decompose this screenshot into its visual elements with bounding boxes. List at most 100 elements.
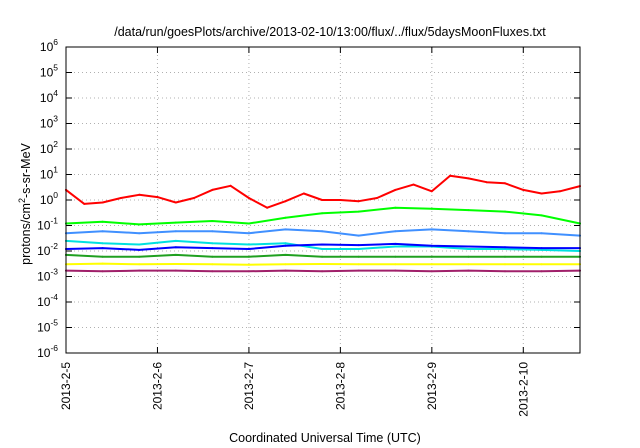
y-tick-label-base: 10 (40, 91, 54, 105)
data-point (101, 201, 104, 204)
data-point (467, 245, 470, 248)
data-point (101, 262, 104, 265)
data-point (504, 255, 506, 258)
data-point (321, 255, 324, 258)
y-tick-label-base: 10 (37, 295, 51, 309)
y-tick-label-exponent: 5 (53, 63, 58, 73)
x-ticks: 2013-2-5 2013-2-6 2013-2-7 2013-2-8 2013-2-9… (59, 47, 530, 417)
data-point (485, 181, 488, 184)
x-tick-label: 2013-2-6 (150, 362, 164, 410)
data-point (138, 232, 141, 235)
x-tick-label: 2013-2-10 (516, 362, 530, 417)
data-point (247, 255, 250, 258)
y-tick-label: 10-3 (37, 267, 58, 284)
y-tick-label-exponent: -4 (50, 292, 58, 302)
data-point (504, 182, 506, 185)
plot-frame (65, 46, 581, 354)
y-tick-label-exponent: 4 (53, 88, 58, 98)
data-point (357, 269, 360, 272)
y-tick-label-base: 10 (40, 66, 54, 80)
data-point (540, 192, 543, 195)
y-tick-label-base: 10 (40, 168, 54, 182)
data-point (138, 243, 141, 246)
data-point (211, 242, 214, 245)
data-point (467, 177, 470, 180)
data-point (504, 232, 506, 235)
y-tick-label: 10-1 (37, 216, 58, 233)
data-point (321, 270, 324, 273)
y-tick-label: 102 (40, 139, 58, 156)
data-point (467, 230, 470, 233)
data-point (101, 270, 104, 273)
data-point (138, 269, 141, 272)
data-point (101, 255, 104, 258)
y-tick-label-base: 10 (37, 270, 51, 284)
y-tick-label-base: 10 (37, 321, 51, 335)
data-point (174, 269, 177, 272)
y-axis-label-prefix: protons/cm (19, 203, 33, 265)
y-tick-label-base: 10 (37, 219, 51, 233)
data-point (467, 209, 470, 212)
data-point (394, 206, 397, 209)
data-point (211, 255, 214, 258)
data-point (430, 244, 433, 247)
data-point (174, 263, 177, 265)
y-tick-label: 101 (40, 165, 58, 182)
data-point (376, 197, 378, 199)
data-point (504, 263, 506, 266)
y-tick-label-base: 10 (40, 117, 54, 131)
data-point (284, 263, 287, 266)
data-point (321, 248, 324, 250)
y-tick-label-base: 10 (40, 40, 54, 54)
data-point (504, 210, 506, 213)
data-point (412, 183, 415, 186)
y-tick-label-exponent: 6 (53, 37, 58, 47)
y-tick-label-exponent: 1 (53, 165, 58, 175)
data-point (540, 270, 543, 273)
data-point (357, 200, 360, 203)
data-point (430, 270, 433, 273)
x-tick-label: 2013-2-9 (425, 362, 439, 410)
y-tick-label: 10-5 (37, 318, 58, 335)
data-point (247, 232, 250, 235)
data-point (449, 174, 452, 177)
data-point (138, 263, 141, 266)
data-point (247, 270, 250, 273)
y-tick-label-exponent: 3 (53, 114, 58, 124)
data-point (119, 197, 122, 199)
data-point (156, 196, 159, 199)
data-point (101, 220, 104, 223)
x-axis-label: Coordinated Universal Time (UTC) (229, 431, 421, 445)
data-point (558, 190, 561, 193)
data-point (339, 199, 342, 201)
data-point (174, 253, 177, 256)
data-point (321, 230, 324, 233)
y-ticks: 10610510410310210110010-110-210-310-410-… (37, 37, 580, 360)
data-point (321, 199, 324, 201)
y-tick-label-exponent: -1 (50, 216, 58, 226)
x-tick-label: 2013-2-8 (333, 362, 347, 410)
y-tick-label: 106 (40, 37, 58, 54)
data-point (467, 248, 470, 250)
y-tick-label: 10-2 (37, 241, 58, 258)
data-point (430, 190, 433, 193)
y-tick-label: 10-6 (37, 343, 58, 360)
data-point (174, 230, 177, 233)
y-tick-label-exponent: 0 (53, 190, 58, 200)
data-point (174, 201, 177, 204)
data-point (247, 243, 250, 246)
data-point (247, 197, 250, 199)
data-point (467, 269, 470, 272)
y-tick-label-base: 10 (37, 346, 51, 360)
data-point (321, 263, 324, 265)
data-point (504, 248, 506, 250)
data-point (540, 214, 543, 217)
data-point (229, 184, 232, 187)
data-point (138, 255, 141, 258)
data-point (284, 253, 287, 256)
data-point (394, 188, 397, 191)
data-point (540, 232, 543, 235)
y-axis-label-exponent: 2 (17, 198, 27, 203)
y-tick-label: 105 (40, 63, 58, 80)
